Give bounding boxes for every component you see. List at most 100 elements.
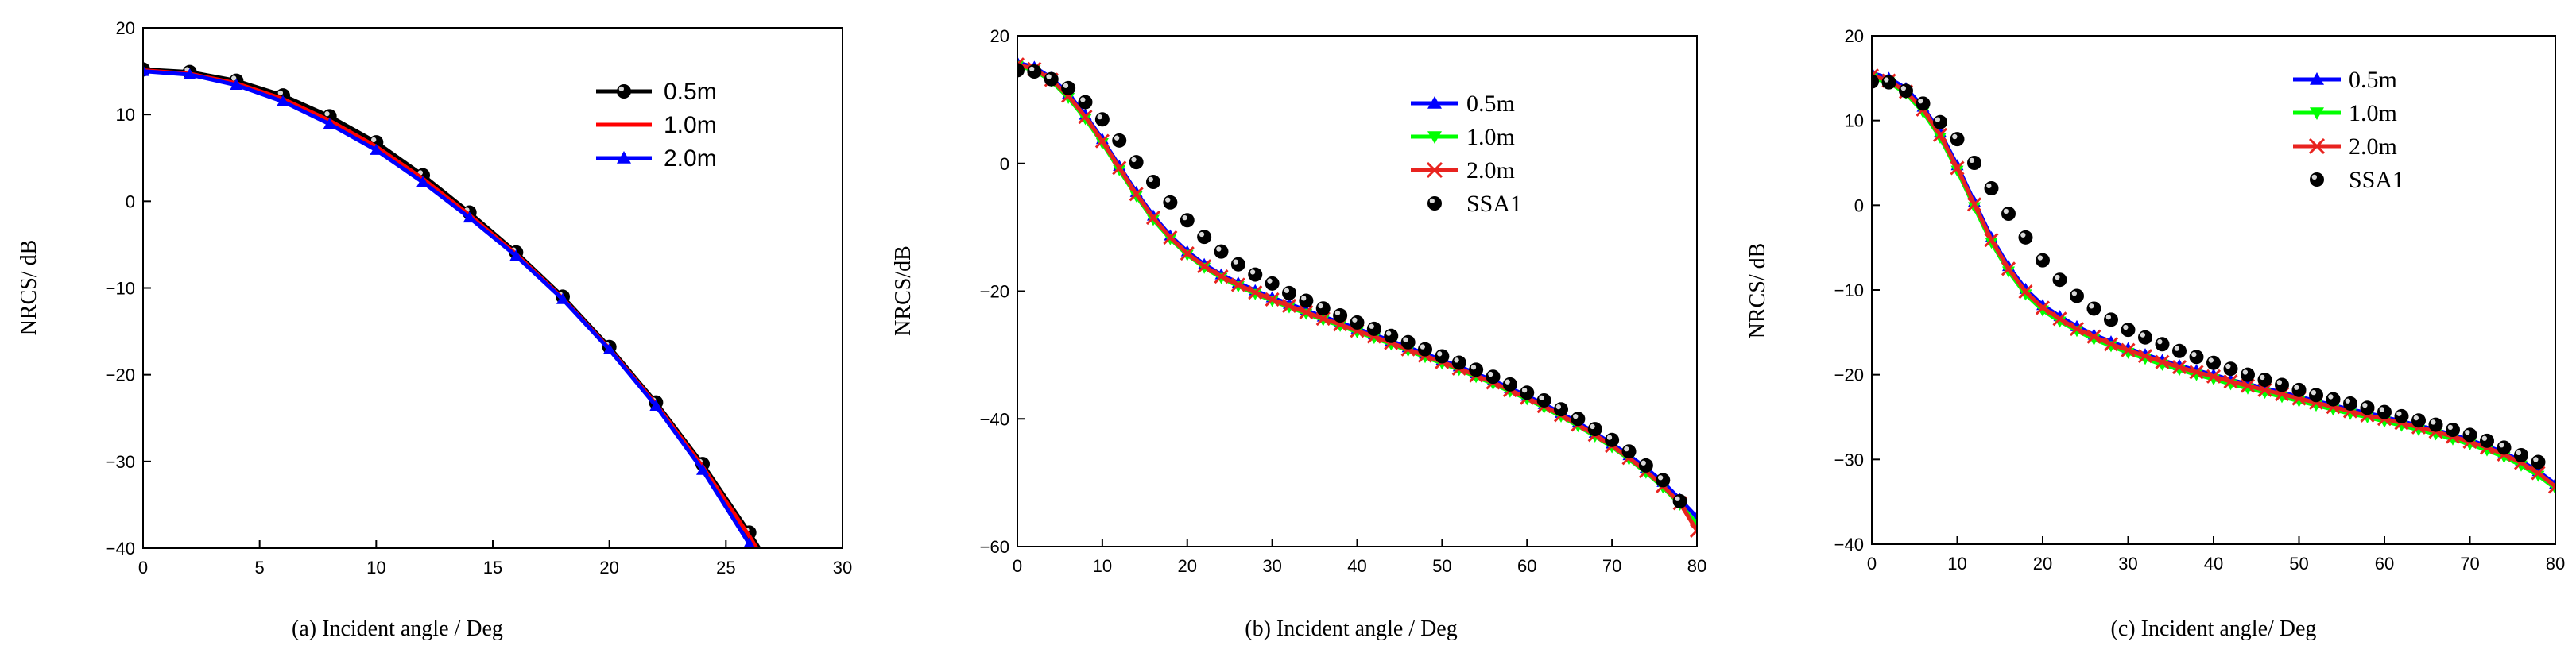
x-marker (1078, 110, 1093, 125)
x-tick-label: 15 (483, 558, 502, 578)
triangle-marker (277, 95, 289, 106)
ball-marker-highlight (2260, 374, 2265, 381)
legend-label: 0.5m (2349, 67, 2397, 93)
ball-marker (1916, 96, 1931, 111)
triangle-marker (766, 577, 779, 588)
triangle-marker (143, 64, 149, 76)
ball-marker-highlight (768, 565, 773, 570)
ball-marker-highlight (1521, 387, 1528, 393)
ball-marker (1899, 83, 1913, 99)
x-marker (1214, 269, 1229, 284)
triangle-marker (696, 463, 709, 475)
ball-marker-highlight (2431, 419, 2436, 425)
x-marker (2035, 300, 2051, 315)
ball-marker-highlight (1114, 135, 1120, 141)
ball-marker (1384, 328, 1399, 343)
y-tick-label: −40 (1834, 535, 1864, 555)
triangle-marker (230, 79, 243, 91)
x-marker (1315, 311, 1331, 327)
ball-marker-highlight (2362, 402, 2368, 408)
x-marker (2155, 354, 2170, 369)
triangle-marker (183, 68, 196, 79)
ball-marker-highlight (1454, 357, 1459, 363)
ball-marker-highlight (1555, 404, 1561, 410)
ball-marker-highlight (2055, 274, 2060, 280)
x-tick-label: 30 (833, 558, 852, 578)
x-tick-label: 10 (366, 558, 385, 578)
y-tick-label: −20 (106, 365, 135, 385)
y-tick-label: −30 (106, 452, 135, 472)
ball-marker-highlight (1935, 117, 1941, 122)
triangle-marker (463, 211, 476, 223)
ball-marker-highlight (1216, 246, 1222, 252)
ball-marker-highlight (2020, 232, 2026, 238)
ball-marker-highlight (2396, 411, 2402, 416)
ball-marker (1230, 257, 1245, 272)
ball-marker (2189, 350, 2204, 365)
ball-marker-highlight (1641, 460, 1646, 466)
ball-marker-highlight (2499, 443, 2504, 448)
ball-marker (1486, 369, 1501, 385)
y-tick-label: −60 (980, 537, 1009, 557)
ball-marker-highlight (1165, 197, 1171, 203)
y-tick-label: −40 (980, 409, 1009, 429)
ball-marker (2052, 272, 2067, 288)
ball-marker-highlight (1918, 99, 1923, 104)
ball-marker-highlight (1420, 344, 1425, 350)
ball-marker (2172, 343, 2187, 358)
ball-marker (2138, 330, 2152, 345)
series-0-5m (143, 62, 773, 570)
ball-marker-highlight (2225, 363, 2231, 369)
x-tick-label: 5 (255, 558, 265, 578)
ball-marker (2155, 337, 2170, 352)
ball-marker (2428, 417, 2443, 432)
x-tick-label: 0 (1013, 556, 1022, 576)
x-marker (1932, 127, 1948, 142)
ball-marker (1366, 321, 1381, 336)
x-marker (2069, 322, 2085, 337)
panel-a: 0 5 10 15 20 25 30 20 10 0 −10 −20 −30 −40 (a) Inciden… (17, 18, 852, 641)
ball-marker (2343, 396, 2357, 411)
ball-marker (1061, 80, 1076, 95)
ball-marker (1180, 213, 1195, 228)
ball-marker (2411, 413, 2426, 428)
ball-marker-highlight (618, 86, 624, 91)
x-marker (1230, 277, 1245, 292)
ball-marker-highlight (1080, 97, 1086, 102)
ball-marker (1163, 195, 1178, 210)
ball-marker-highlight (1437, 351, 1443, 357)
y-tick-label: 20 (1845, 26, 1864, 46)
ball-marker-highlight (1131, 157, 1137, 163)
triangle-marker (742, 537, 756, 548)
x-marker (1145, 211, 1161, 226)
ball-marker-highlight (2465, 430, 2470, 435)
ball-marker (1112, 133, 1127, 148)
x-tick-label: 80 (1687, 556, 1706, 576)
ball-marker (1554, 402, 1568, 417)
ball-marker-highlight (1267, 278, 1273, 284)
series-2-0m (1017, 57, 1697, 538)
series-ssa1 (1872, 74, 2546, 470)
ball-marker-highlight (2294, 385, 2299, 390)
ball-marker-highlight (2311, 174, 2318, 180)
ball-marker (1638, 458, 1653, 473)
triangle-down-marker (2310, 107, 2324, 120)
ball-marker (1933, 114, 1947, 129)
y-axis-label: NRCS/ dB (17, 240, 41, 336)
ball-marker-highlight (1046, 74, 1052, 79)
ball-marker-highlight (2037, 255, 2043, 261)
x-marker (1265, 292, 1280, 307)
y-tick-label: −40 (106, 539, 135, 558)
ball-marker (1044, 71, 1059, 87)
ball-marker-highlight (1301, 296, 1307, 301)
ball-marker-highlight (1063, 83, 1069, 88)
x-marker (2171, 360, 2187, 375)
ball-marker-highlight (2089, 303, 2094, 309)
legend-label: SSA1 (1466, 191, 1522, 217)
triangle-marker (649, 399, 663, 411)
ball-marker (2104, 312, 2118, 327)
x-marker (2308, 137, 2326, 155)
x-marker (2052, 311, 2067, 327)
ball-marker (2036, 253, 2050, 268)
ball-marker (1418, 342, 1432, 357)
